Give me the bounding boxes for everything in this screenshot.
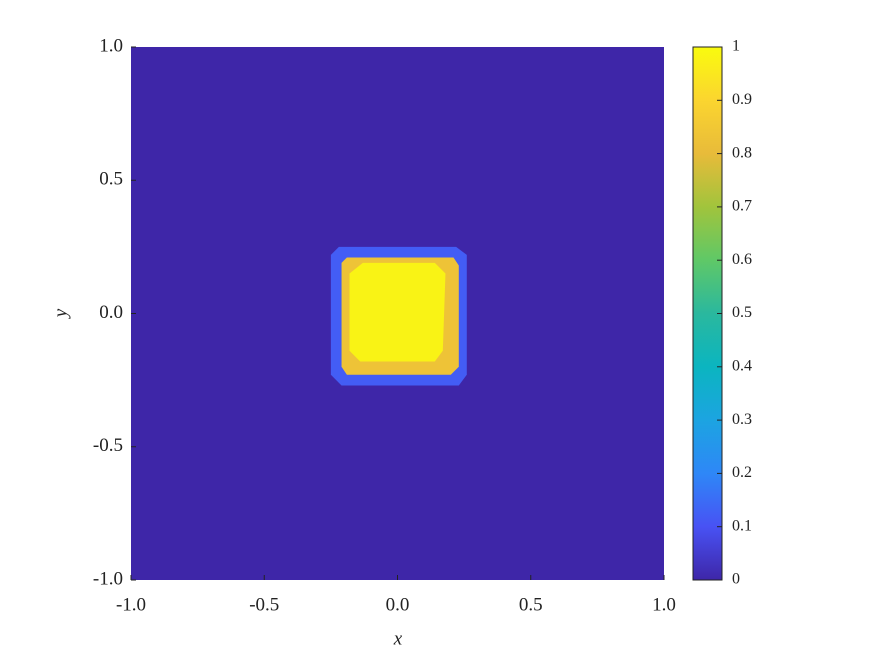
colorbar-tick-label: 0.8 — [732, 144, 752, 161]
x-tick-label: 0.0 — [386, 594, 410, 615]
x-axis-label: x — [393, 628, 403, 649]
contour-region — [349, 262, 446, 362]
y-tick-label: -0.5 — [93, 435, 123, 456]
colorbar-tick-label: 0.4 — [732, 357, 752, 374]
colorbar-tick-label: 0.3 — [732, 411, 752, 428]
colorbar: 0 0.1 0.2 0.3 0.4 0.5 0.6 0.7 0.8 0.9 1 — [692, 38, 752, 588]
y-tick-label: -1.0 — [93, 568, 123, 589]
x-tick-label: 1.0 — [652, 594, 676, 615]
colorbar-tick-label: 0.9 — [732, 91, 752, 108]
y-tick-label: 0.0 — [99, 302, 123, 323]
y-tick-label: 0.5 — [99, 169, 123, 190]
x-tick-label: -0.5 — [249, 594, 279, 615]
y-axis-label: y — [50, 308, 71, 319]
colorbar-tick-label: 0.7 — [732, 198, 752, 215]
colorbar-tick-label: 0.6 — [732, 251, 752, 268]
y-tick-label: 1.0 — [99, 35, 123, 56]
colorbar-tick-label: 1 — [732, 38, 740, 55]
colorbar-tick-label: 0 — [732, 571, 740, 588]
x-tick-label: 0.5 — [519, 594, 543, 615]
colorbar-tick-label: 0.5 — [732, 304, 752, 321]
colorbar-tick-label: 0.1 — [732, 517, 752, 534]
x-tick-label: -1.0 — [116, 594, 146, 615]
colorbar-tick-label: 0.2 — [732, 464, 752, 481]
